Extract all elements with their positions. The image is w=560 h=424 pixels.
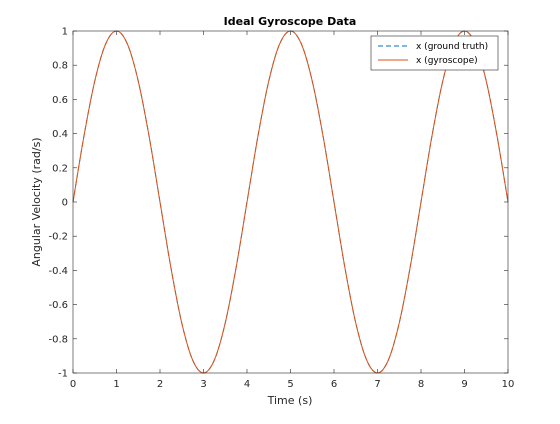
x-tick-label: 8 — [418, 379, 424, 390]
x-tick-label: 9 — [461, 379, 467, 390]
x-axis-label: Time (s) — [267, 394, 313, 407]
plot-background — [73, 31, 508, 373]
x-tick-label: 3 — [200, 379, 206, 390]
x-tick-label: 1 — [113, 379, 119, 390]
x-tick-label: 10 — [502, 379, 515, 390]
y-tick-label: 0.6 — [52, 95, 68, 106]
y-tick-label: -0.4 — [48, 266, 68, 277]
x-tick-label: 2 — [157, 379, 163, 390]
y-tick-label: 0 — [62, 198, 68, 209]
y-tick-label: -0.6 — [48, 300, 68, 311]
ticks: 0 1 2 3 4 5 6 7 8 9 10 -1 -0.8 -0.6 -0.4 -0.2 0 0.2 0.4 0.6… — [48, 27, 514, 391]
x-tick-label: 0 — [70, 379, 76, 390]
legend-label-ground-truth: x (ground truth) — [416, 42, 488, 52]
x-tick-label: 7 — [374, 379, 380, 390]
legend-label-gyroscope: x (gyroscope) — [416, 56, 478, 66]
y-tick-label: -0.8 — [48, 334, 68, 345]
x-tick-label: 4 — [244, 379, 250, 390]
y-axis-label: Angular Velocity (rad/s) — [30, 137, 43, 266]
chart-title: Ideal Gyroscope Data — [224, 15, 357, 28]
y-tick-label: 0.4 — [52, 129, 68, 140]
plot-area — [73, 31, 508, 373]
x-tick-label: 6 — [331, 379, 337, 390]
y-tick-label: 1 — [62, 27, 68, 38]
y-tick-label: 0.8 — [52, 61, 68, 72]
y-tick-label: 0.2 — [52, 163, 68, 174]
legend: x (ground truth) x (gyroscope) — [370, 35, 499, 71]
y-tick-label: -0.2 — [48, 232, 68, 243]
x-tick-label: 5 — [287, 379, 293, 390]
legend-box — [370, 35, 499, 71]
y-tick-label: -1 — [58, 369, 68, 380]
